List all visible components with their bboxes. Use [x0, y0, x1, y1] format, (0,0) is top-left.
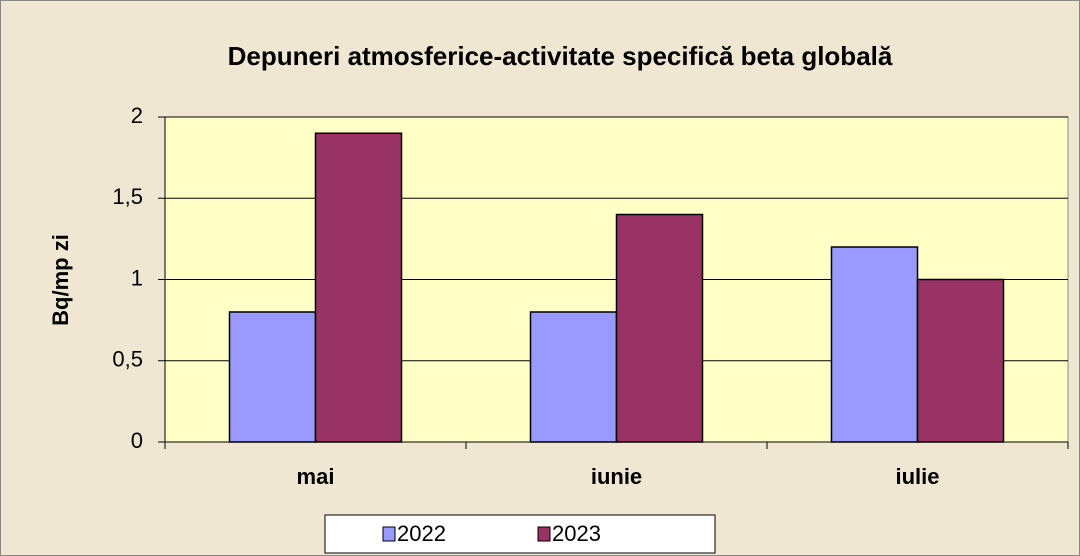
y-tick-label: 2: [131, 103, 143, 128]
chart-title: Depuneri atmosferice-activitate specific…: [228, 41, 893, 71]
bar: [314, 132, 403, 443]
bar: [529, 311, 618, 443]
bar: [830, 246, 919, 443]
x-tick-label: mai: [297, 464, 335, 489]
legend-label: 2023: [552, 521, 601, 546]
legend-label: 2022: [397, 521, 446, 546]
y-tick-label: 0: [131, 428, 143, 453]
y-tick-label: 1: [131, 265, 143, 290]
legend-swatch: [537, 526, 551, 542]
bar: [916, 278, 1005, 443]
y-tick-label: 1,5: [112, 184, 143, 209]
y-tick-label: 0,5: [112, 347, 143, 372]
bar: [228, 311, 317, 443]
x-tick-label: iulie: [895, 464, 939, 489]
bar: [615, 213, 704, 443]
x-tick-label: iunie: [591, 464, 642, 489]
legend-swatch: [382, 526, 396, 542]
y-axis-label: Bq/mp zi: [48, 234, 73, 326]
